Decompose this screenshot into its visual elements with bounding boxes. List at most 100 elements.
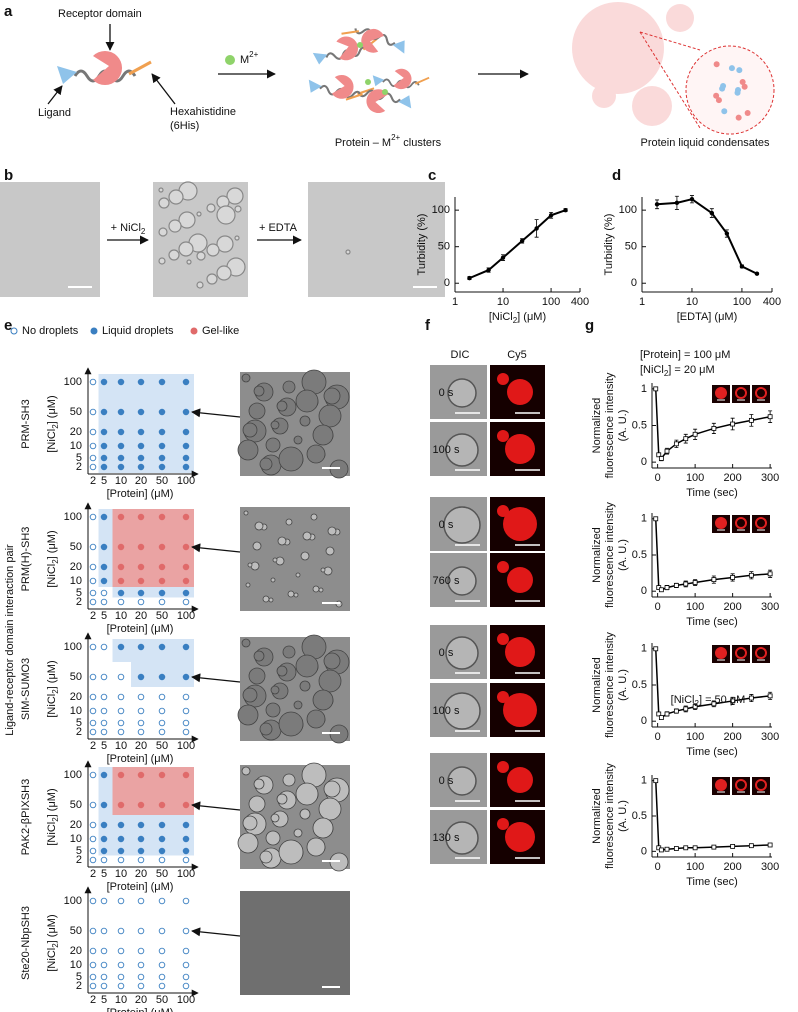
- phase-point: [117, 961, 125, 969]
- cy5-droplet: [497, 430, 509, 442]
- phase-point: [100, 543, 108, 551]
- x-axis-label: [EDTA] (μM): [677, 311, 738, 323]
- droplet: [272, 557, 278, 563]
- y-tick-label: 0: [641, 845, 647, 857]
- droplet: [248, 795, 266, 813]
- text-part: ] (μM): [46, 788, 58, 817]
- data-point: [767, 693, 773, 699]
- inset-droplet: [715, 517, 727, 529]
- x-tick-label: 20: [135, 740, 147, 752]
- x-tick-label: 20: [135, 475, 147, 487]
- droplet: [168, 249, 180, 261]
- y-tick-label: 50: [70, 925, 82, 937]
- time-label: 130 s: [433, 832, 460, 844]
- y-axis-label: Turbidity (%): [603, 214, 615, 276]
- phase-region: [131, 374, 152, 397]
- metal-ion: [225, 55, 235, 65]
- panel-label: d: [612, 167, 621, 184]
- y-tick-label: 50: [625, 241, 637, 253]
- phase-point: [182, 378, 190, 386]
- droplet: [186, 259, 192, 265]
- y-tick-label: 100: [619, 204, 637, 216]
- phase-point: [182, 728, 190, 736]
- y-tick-label: 10: [70, 959, 82, 971]
- x-tick-label: 100: [177, 475, 195, 487]
- droplet: [302, 531, 312, 541]
- phase-point: [89, 961, 97, 969]
- droplet: [287, 590, 295, 598]
- time-label: 0 s: [439, 387, 454, 399]
- pair-name: SIM-SUMO3: [20, 658, 32, 720]
- phase-point: [89, 643, 97, 651]
- phase-point: [137, 897, 145, 905]
- data-point: [664, 448, 670, 454]
- receptor-icon: [393, 68, 412, 90]
- droplet: [318, 404, 342, 428]
- droplet: [259, 457, 273, 471]
- droplet: [158, 197, 170, 209]
- phase-point: [137, 428, 145, 436]
- phase-point: [158, 673, 166, 681]
- y-tick-label: 100: [432, 204, 450, 216]
- phase-point: [182, 408, 190, 416]
- text-part: ] (μM): [517, 311, 546, 323]
- arrow: [191, 408, 241, 418]
- arrow: [191, 673, 241, 683]
- phase-point: [89, 771, 97, 779]
- phase-point: [182, 835, 190, 843]
- droplet: [206, 243, 220, 257]
- phase-point: [89, 897, 97, 905]
- x-tick-label: 10: [115, 475, 127, 487]
- phase-region: [151, 509, 174, 532]
- phase-point: [117, 947, 125, 955]
- droplet: [293, 435, 303, 445]
- phase-point: [158, 973, 166, 981]
- y-tick-label: 100: [64, 376, 82, 388]
- droplet: [285, 518, 293, 526]
- phase-point: [117, 463, 125, 471]
- phase-point: [158, 428, 166, 436]
- protein-icon: [341, 28, 405, 54]
- phase-point: [182, 982, 190, 990]
- data-point: [658, 587, 664, 593]
- x-tick-label: 5: [101, 994, 107, 1006]
- phase-point: [100, 821, 108, 829]
- x-tick-label: 100: [686, 601, 704, 613]
- cy5-droplet: [497, 505, 509, 517]
- phase-point: [117, 719, 125, 727]
- droplet: [265, 830, 281, 846]
- phase-point: [137, 442, 145, 450]
- text-part: ] = 50 μM: [699, 694, 745, 706]
- phase-point: [100, 973, 108, 981]
- y-tick-label: 20: [70, 819, 82, 831]
- y-tick-label: 50: [70, 799, 82, 811]
- phase-point: [89, 728, 97, 736]
- droplet: [318, 797, 342, 821]
- phase-point: [158, 589, 166, 597]
- phase-point: [117, 598, 125, 606]
- phase-region: [98, 767, 113, 790]
- y-tick-label: 0: [631, 277, 637, 289]
- inset-droplet: [715, 647, 727, 659]
- phase-point: [117, 771, 125, 779]
- dic-droplet: [445, 636, 479, 670]
- zoom-dot: [735, 114, 742, 121]
- data-point: [653, 646, 659, 652]
- x-axis-label: Time (sec): [686, 616, 738, 628]
- protein-icon: [372, 68, 430, 90]
- phase-region: [151, 767, 174, 790]
- inset-droplet: [755, 779, 767, 791]
- x-tick-label: 10: [115, 868, 127, 880]
- phase-point: [158, 821, 166, 829]
- text-part: [NiCl: [671, 694, 695, 706]
- droplet: [241, 373, 251, 383]
- x-tick-label: 5: [101, 610, 107, 622]
- legend-marker: [90, 327, 98, 335]
- x-tick-label: 1: [639, 296, 645, 308]
- annotation: [NiCl2] = 50 μM: [671, 694, 746, 708]
- phase-point: [158, 835, 166, 843]
- phase-point: [117, 973, 125, 981]
- phase-point: [137, 673, 145, 681]
- x-tick-label: 300: [761, 861, 779, 873]
- data-point: [767, 414, 773, 420]
